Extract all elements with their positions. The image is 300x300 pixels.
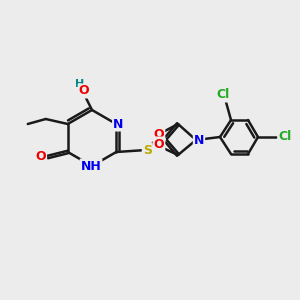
Text: N: N: [194, 134, 204, 146]
Text: S: S: [143, 143, 152, 157]
Text: O: O: [79, 85, 89, 98]
Text: NH: NH: [81, 160, 101, 172]
Text: H: H: [75, 79, 85, 89]
Text: Cl: Cl: [216, 88, 230, 101]
Text: O: O: [154, 137, 164, 151]
Text: O: O: [154, 128, 164, 142]
Text: O: O: [35, 151, 46, 164]
Text: Cl: Cl: [278, 130, 292, 143]
Text: N: N: [113, 118, 123, 130]
